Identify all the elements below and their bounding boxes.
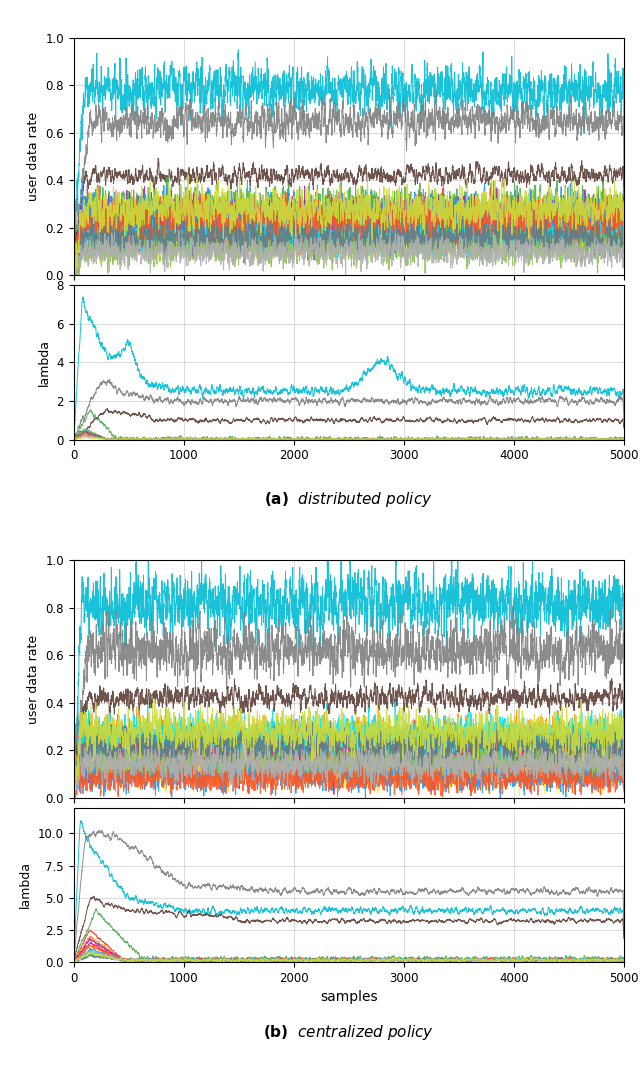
Y-axis label: lambda: lambda [19, 861, 33, 908]
Y-axis label: lambda: lambda [38, 339, 51, 386]
Y-axis label: user data rate: user data rate [27, 634, 40, 723]
Y-axis label: user data rate: user data rate [27, 112, 40, 201]
X-axis label: samples: samples [320, 990, 378, 1004]
Text: $\mathbf{(a)}$  $\mathit{distributed\ policy}$: $\mathbf{(a)}$ $\mathit{distributed\ pol… [264, 490, 433, 510]
Text: $\mathbf{(b)}$  $\mathit{centralized\ policy}$: $\mathbf{(b)}$ $\mathit{centralized\ pol… [263, 1022, 435, 1042]
